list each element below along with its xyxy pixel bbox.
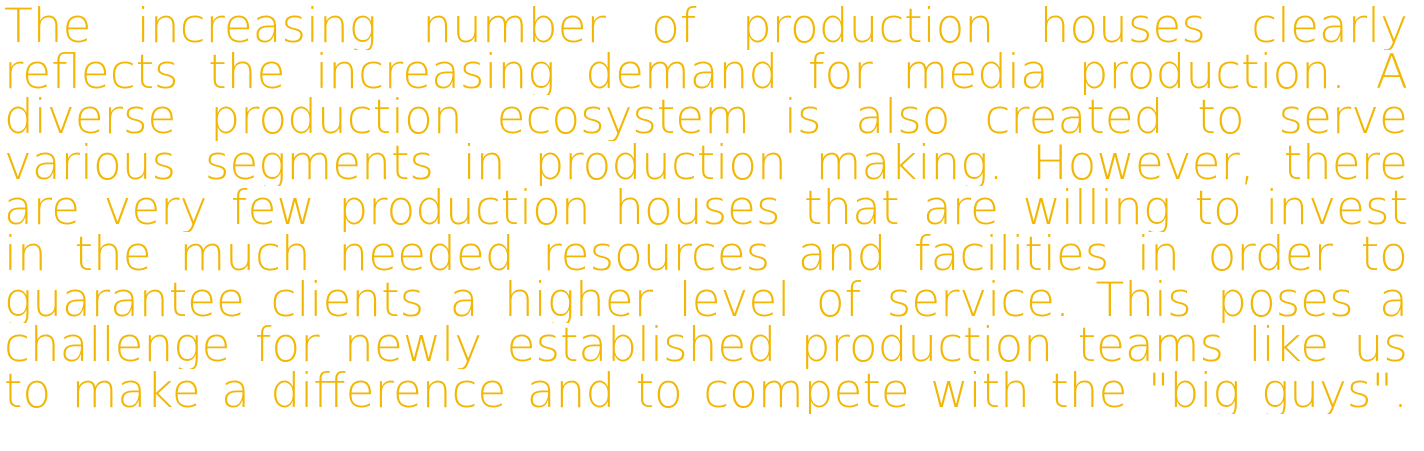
paragraph-line-8: challenge for newly established production te… [4, 323, 1408, 369]
paragraph-line-7: guarantee clients a higher level of service. Th… [4, 278, 1408, 324]
paragraph-line-1: The increasing number of production houses cle… [4, 4, 1408, 50]
body-paragraph: The increasing number of production houses cle… [4, 4, 1408, 414]
word: a [449, 277, 479, 324]
word: few [230, 186, 315, 232]
word: difference [270, 368, 507, 415]
word: much [179, 231, 311, 278]
paragraph-line-9: to make a difference and to compete with the "big… [4, 369, 1408, 415]
word: for [254, 323, 320, 369]
word: clients [270, 277, 425, 324]
word: very [103, 186, 208, 232]
word: poses [1217, 277, 1354, 324]
word: and [526, 368, 616, 415]
word: also [855, 95, 951, 141]
word: make [71, 368, 201, 415]
word: houses [1039, 4, 1206, 50]
word: like [1248, 323, 1330, 369]
word: to [1360, 231, 1408, 278]
word: teams [1077, 323, 1225, 369]
word: higher [503, 277, 654, 324]
word: production [534, 140, 787, 187]
word: challenge [4, 323, 231, 369]
word: is [783, 95, 822, 141]
word: willing [1022, 186, 1172, 232]
word: various [4, 140, 177, 187]
word: diverse [4, 95, 177, 141]
word: The [4, 4, 92, 50]
word: newly [344, 323, 483, 369]
word: production [800, 323, 1054, 369]
word: increasing [315, 49, 556, 96]
word: service. [886, 277, 1070, 324]
word: that [803, 186, 900, 232]
word: in [462, 140, 506, 187]
word: production [210, 95, 463, 141]
word: the [208, 49, 286, 96]
word: compete [703, 368, 910, 415]
word: guys". [1261, 368, 1408, 415]
word: to [635, 368, 683, 415]
word: level [678, 277, 791, 324]
word: guarantee [4, 277, 245, 324]
word: in [1137, 231, 1180, 278]
word: demand [585, 49, 779, 96]
word: there [1283, 140, 1408, 187]
word: are [922, 186, 999, 232]
word: with [930, 368, 1030, 415]
word: ecosystem [496, 95, 751, 141]
word: clearly [1251, 4, 1408, 50]
word: A [1375, 49, 1408, 96]
word: a [1379, 277, 1408, 324]
paragraph-line-3: diverse production ecosystem is also created t… [4, 95, 1408, 141]
word: us [1353, 323, 1408, 369]
word: of [815, 277, 862, 324]
word: a [221, 368, 250, 415]
word: to [1194, 186, 1242, 232]
paragraph-line-4: various segments in production making. Howeve… [4, 141, 1408, 187]
word: production. [1078, 49, 1346, 96]
word: serve [1278, 95, 1408, 141]
word: to [1197, 95, 1245, 141]
word: making. [815, 140, 1004, 187]
word: facilities [914, 231, 1110, 278]
word: and [797, 231, 887, 278]
word: are [4, 186, 81, 232]
word: established [506, 323, 777, 369]
word: number [422, 4, 606, 50]
word: production [338, 186, 591, 232]
paragraph-line-5: are very few production houses that are willing… [4, 186, 1408, 232]
word: However, [1032, 140, 1255, 187]
word: reflects [4, 49, 179, 96]
word: the [1050, 368, 1128, 415]
word: media [902, 49, 1049, 96]
word: in [4, 231, 47, 278]
word: "big [1147, 368, 1241, 415]
word: for [808, 49, 873, 96]
word: needed [338, 231, 515, 278]
word: order [1207, 231, 1333, 278]
word: segments [204, 140, 434, 187]
word: invest [1265, 186, 1408, 232]
word: This [1095, 277, 1192, 324]
word: resources [542, 231, 771, 278]
word: of [651, 4, 697, 50]
word: production [741, 4, 995, 50]
paragraph-line-6: in the much needed resources and facilities in o… [4, 232, 1408, 278]
word: houses [614, 186, 781, 232]
word: created [984, 95, 1164, 141]
word: the [74, 231, 152, 278]
word: increasing [136, 4, 378, 50]
word: to [4, 368, 52, 415]
paragraph-line-2: reflects the increasing demand for media produ… [4, 50, 1408, 96]
